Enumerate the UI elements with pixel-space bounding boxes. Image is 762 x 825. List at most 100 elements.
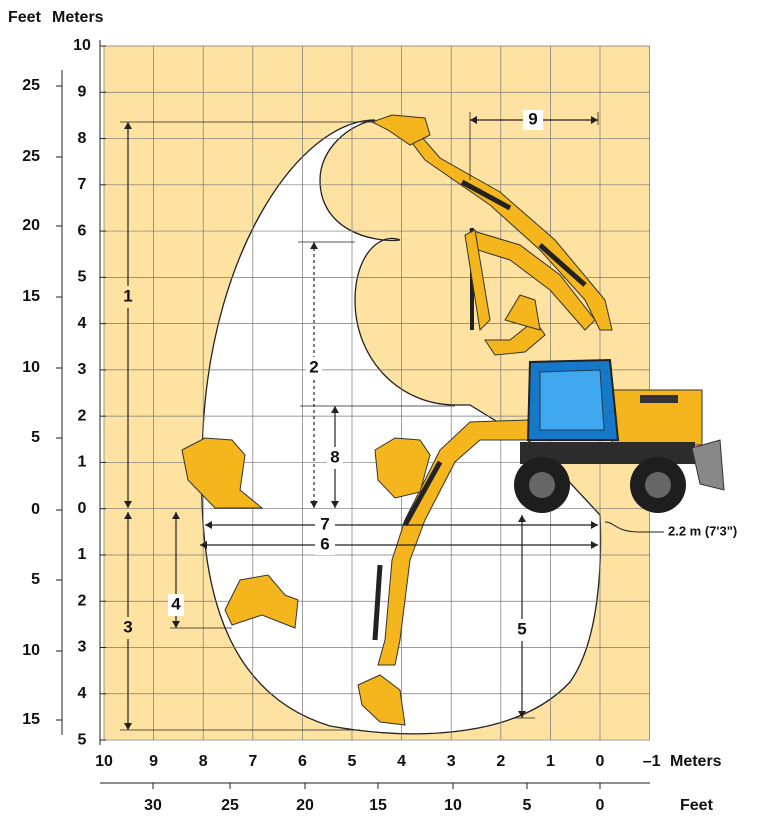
arrowhead bbox=[200, 541, 207, 549]
feet-label: 5 bbox=[31, 429, 40, 446]
bucket bbox=[374, 437, 431, 499]
meters-label: 9 bbox=[78, 83, 87, 100]
arrowhead bbox=[124, 501, 132, 508]
hub bbox=[529, 472, 555, 498]
dimension-label: 4 bbox=[171, 594, 181, 613]
feet-label: 20 bbox=[296, 797, 314, 814]
meters-label: 5 bbox=[78, 269, 87, 286]
meters-label: 6 bbox=[78, 222, 87, 239]
clearance-leader bbox=[604, 521, 664, 533]
arm-retracted bbox=[464, 229, 491, 332]
feet-label: 10 bbox=[22, 359, 40, 376]
feet-label: 10 bbox=[444, 797, 462, 814]
feet-label: 5 bbox=[523, 797, 532, 814]
meters-label: 3 bbox=[78, 361, 87, 378]
arrowhead bbox=[470, 116, 477, 124]
feet-unit: Feet bbox=[680, 797, 714, 814]
meters-label: 4 bbox=[78, 315, 87, 332]
meters-label: 2 bbox=[496, 753, 505, 770]
label-bg bbox=[168, 594, 184, 616]
boom-lower bbox=[377, 419, 529, 666]
feet-label: 15 bbox=[22, 288, 40, 305]
meters-label: 1 bbox=[78, 546, 87, 563]
dimension-label: 6 bbox=[320, 534, 329, 553]
feet-label: 20 bbox=[22, 217, 40, 234]
meters-label: 4 bbox=[397, 753, 406, 770]
cylinder bbox=[538, 243, 587, 287]
arrowhead bbox=[591, 116, 598, 124]
feet-label: 25 bbox=[22, 148, 40, 165]
label-bg bbox=[120, 617, 136, 639]
arrowhead bbox=[591, 541, 598, 549]
meters-label: –1 bbox=[643, 753, 661, 770]
arrowhead bbox=[331, 501, 339, 508]
dimension-label: 9 bbox=[528, 109, 537, 128]
dimension-label: 7 bbox=[320, 514, 329, 533]
feet-label: 25 bbox=[22, 77, 40, 94]
arrowhead bbox=[518, 515, 526, 522]
meters-label: 4 bbox=[78, 685, 87, 702]
feet-label: 0 bbox=[31, 501, 40, 518]
label-bg bbox=[120, 286, 136, 308]
meters-label: 2 bbox=[78, 592, 87, 609]
arrowhead bbox=[124, 512, 132, 519]
feet-header: Feet bbox=[8, 9, 42, 26]
feet-label: 15 bbox=[369, 797, 387, 814]
bucket bbox=[370, 114, 431, 146]
meters-label: 1 bbox=[546, 753, 555, 770]
meters-label: 10 bbox=[95, 753, 113, 770]
arrowhead bbox=[172, 512, 180, 519]
dimension-label: 5 bbox=[517, 619, 526, 638]
excavator bbox=[181, 114, 725, 726]
meters-label: 6 bbox=[298, 753, 307, 770]
feet-label: 25 bbox=[221, 797, 239, 814]
arrowhead bbox=[331, 406, 339, 413]
feet-label: 0 bbox=[596, 797, 605, 814]
arrowhead bbox=[518, 711, 526, 718]
feet-label: 5 bbox=[31, 571, 40, 588]
feet-label: 10 bbox=[22, 642, 40, 659]
meters-label: 9 bbox=[149, 753, 158, 770]
arrowhead bbox=[124, 723, 132, 730]
label-bg bbox=[306, 357, 322, 379]
dimension-label: 1 bbox=[123, 286, 132, 305]
bucket bbox=[224, 574, 299, 629]
arrowhead bbox=[310, 242, 318, 249]
bucket bbox=[357, 674, 406, 726]
arm-upper bbox=[469, 229, 596, 331]
hub bbox=[645, 472, 671, 498]
dimension-label: 2 bbox=[309, 357, 318, 376]
meters-label: 0 bbox=[596, 753, 605, 770]
feet-label: 15 bbox=[22, 711, 40, 728]
meters-label: 8 bbox=[199, 753, 208, 770]
label-bg bbox=[523, 110, 543, 130]
meters-label: 7 bbox=[248, 753, 257, 770]
dimension-lines: 1 2 3 4 5 67 8 9 bbox=[120, 109, 599, 731]
grid bbox=[103, 45, 650, 741]
bucket bbox=[504, 294, 541, 331]
meters-label: 10 bbox=[73, 37, 91, 54]
feet-label: 30 bbox=[144, 797, 162, 814]
arrowhead bbox=[172, 621, 180, 628]
cylinder bbox=[402, 460, 443, 527]
bucket bbox=[484, 319, 546, 356]
meters-label: 3 bbox=[78, 639, 87, 656]
dimension-label: 3 bbox=[123, 617, 132, 636]
meters-label: 1 bbox=[78, 454, 87, 471]
meters-header: Meters bbox=[52, 9, 104, 26]
label-bg bbox=[315, 515, 335, 535]
meters-unit: Meters bbox=[670, 753, 722, 770]
meters-label: 3 bbox=[447, 753, 456, 770]
blade bbox=[691, 439, 725, 491]
arrowhead bbox=[310, 501, 318, 508]
label-bg bbox=[315, 535, 335, 555]
bucket bbox=[181, 437, 264, 509]
cylinder bbox=[372, 564, 383, 641]
meters-label: 5 bbox=[78, 731, 87, 748]
label-bg bbox=[327, 447, 343, 469]
cylinder bbox=[460, 179, 512, 211]
meters-label: 0 bbox=[78, 500, 87, 517]
meters-label: 8 bbox=[78, 130, 87, 147]
